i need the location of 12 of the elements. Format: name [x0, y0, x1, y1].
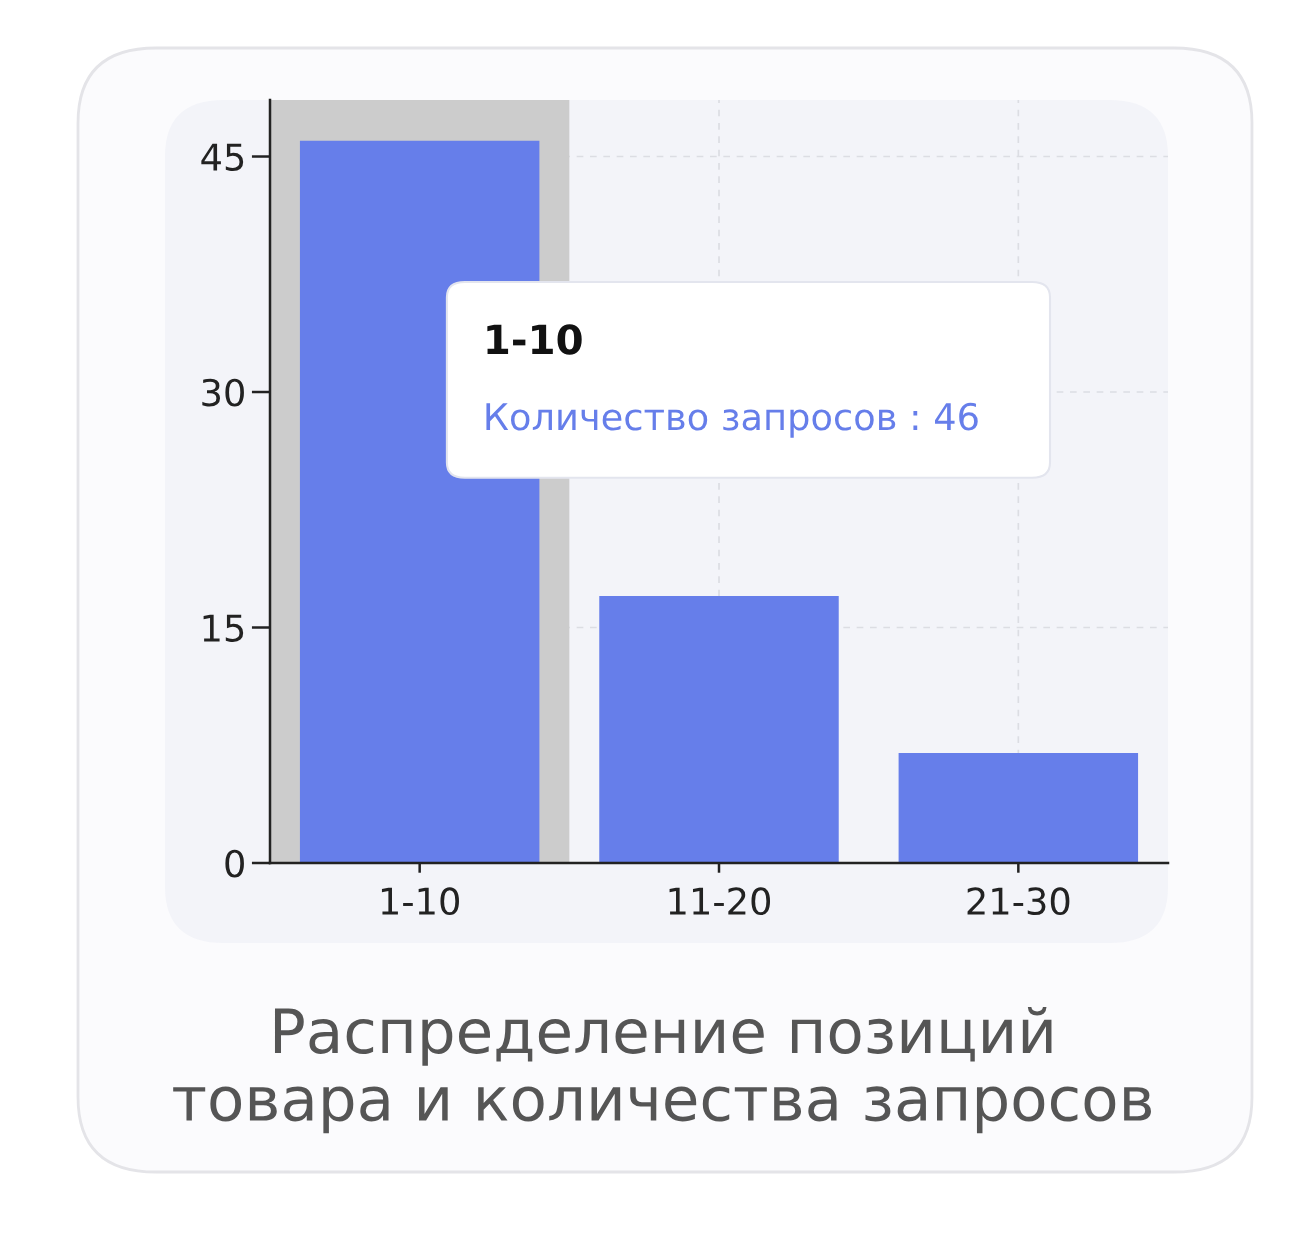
bar: [898, 753, 1139, 863]
y-tick-label: 15: [203, 614, 244, 643]
y-tick-label: 45: [201, 143, 244, 172]
annotation: Количество запросов : 46: [486, 402, 978, 438]
text: Распределение позиций товара и количества запросов: [173, 1006, 1151, 1134]
y-tick-label: 0: [225, 849, 244, 878]
x-tick-label: 21-30: [967, 887, 1070, 916]
bar: [599, 596, 839, 863]
x-tick-label: 1-10: [381, 887, 459, 916]
y-tick-label: 30: [202, 378, 244, 407]
annotation: 1-10: [487, 324, 582, 355]
x-tick-label: 11-20: [669, 887, 771, 916]
